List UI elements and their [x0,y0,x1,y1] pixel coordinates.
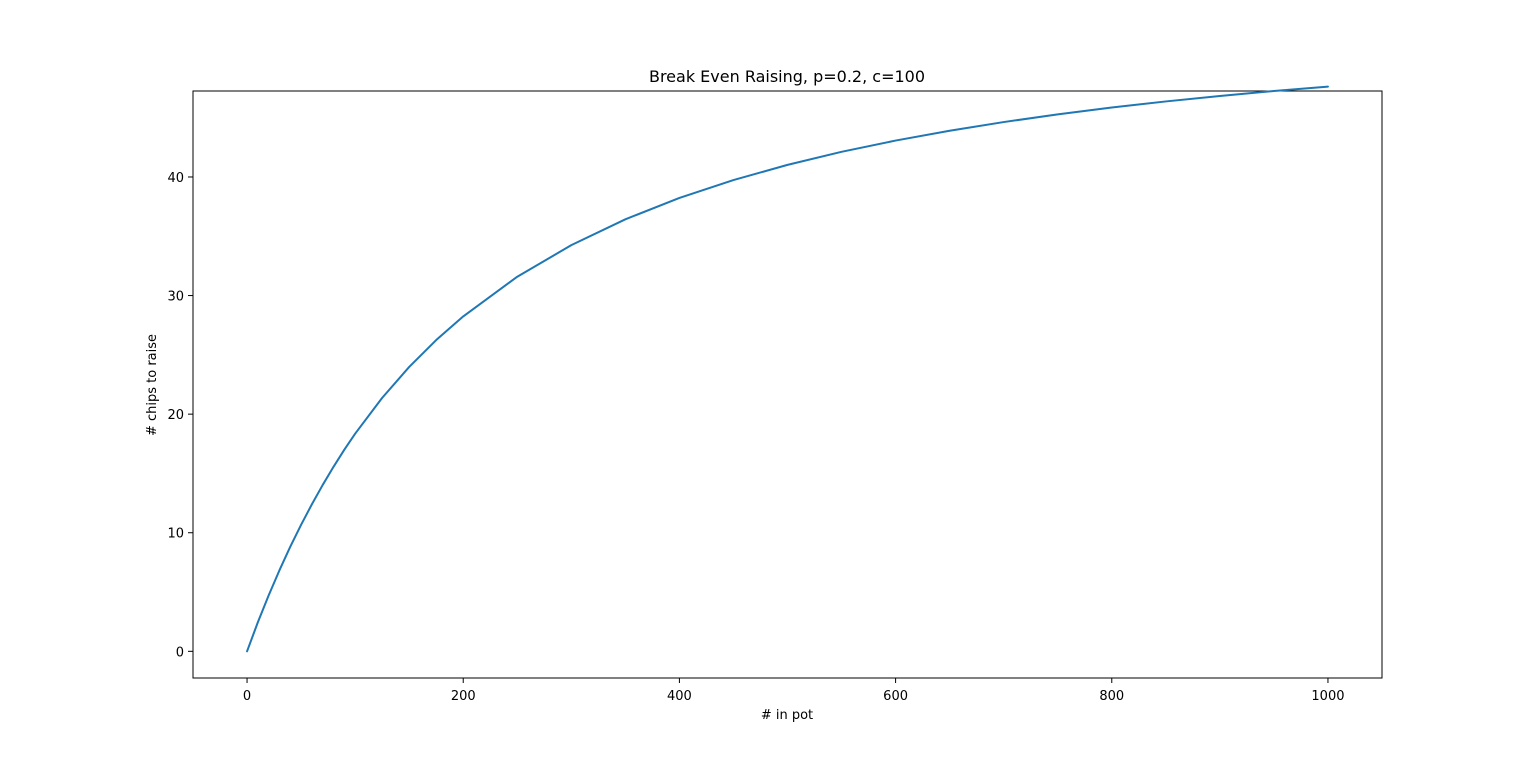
x-tick-label: 800 [1099,689,1124,704]
x-tick-label: 200 [451,689,476,704]
y-tick-label: 30 [167,290,184,305]
y-axis-ticks: 0 10 20 30 40 [167,171,193,660]
x-tick-label: 0 [243,689,251,704]
chart-title: Break Even Raising, p=0.2, c=100 [649,67,925,86]
x-axis-label: # in pot [761,708,813,723]
x-tick-label: 1000 [1311,689,1344,704]
y-tick-label: 0 [176,645,184,660]
x-tick-label: 600 [883,689,908,704]
axes-frame [192,90,1383,679]
y-axis-label: # chips to raise [145,334,160,436]
series-line [246,85,1329,653]
plot-area: 0 200 400 600 800 1000 0 10 20 30 40 [167,85,1383,704]
y-tick-label: 20 [167,408,184,423]
x-axis-ticks: 0 200 400 600 800 1000 [243,678,1345,704]
series-layer [246,85,1329,653]
y-tick-label: 40 [167,171,184,186]
y-tick-label: 10 [167,527,184,542]
x-tick-label: 400 [667,689,692,704]
